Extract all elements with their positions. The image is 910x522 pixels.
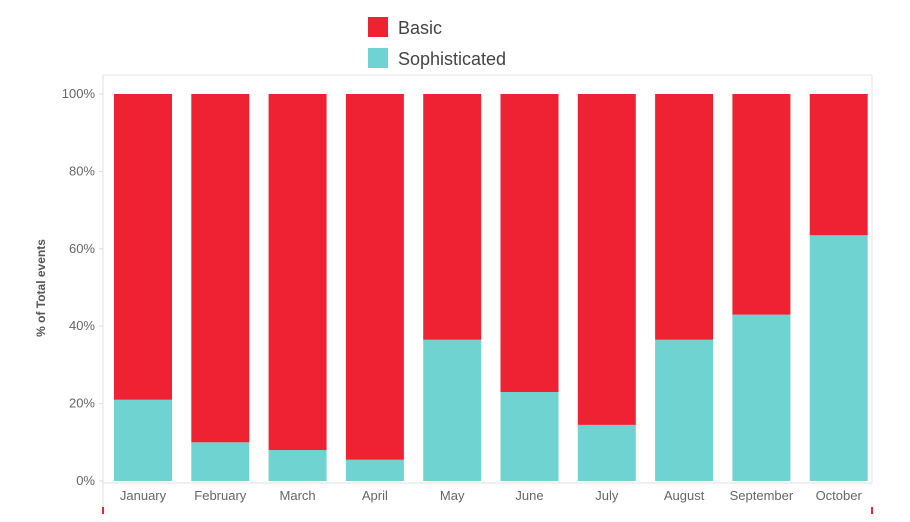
x-tick-label: April <box>362 488 388 503</box>
y-tick-label: 0% <box>76 473 95 488</box>
legend-swatch <box>368 17 388 37</box>
bar-sophisticated <box>114 399 172 481</box>
y-tick-label: 20% <box>69 396 95 411</box>
bar-basic <box>655 94 714 340</box>
bar-basic <box>191 94 250 443</box>
bar-sophisticated <box>577 424 636 481</box>
bar-sophisticated <box>268 450 327 481</box>
bar-sophisticated <box>191 442 250 481</box>
x-tick-label: August <box>664 488 705 503</box>
bar-basic <box>268 94 327 451</box>
legend: Basic Sophisticated <box>368 17 506 69</box>
bar-sophisticated <box>732 314 791 481</box>
bar-basic <box>809 94 868 236</box>
y-tick-label: 100% <box>62 86 96 101</box>
y-tick-label: 80% <box>69 163 95 178</box>
bar-basic <box>345 94 404 460</box>
y-tick-label: 40% <box>69 318 95 333</box>
bar-basic <box>577 94 636 425</box>
x-tick-label: January <box>120 488 167 503</box>
bar-basic <box>500 94 559 392</box>
bars <box>114 94 868 481</box>
y-axis-title: % of Total events <box>34 239 48 337</box>
legend-swatch <box>368 48 388 68</box>
x-tick-label: February <box>194 488 247 503</box>
x-tick-label: July <box>595 488 619 503</box>
x-axis: January February March April May June July Augu… <box>120 488 863 503</box>
bar-sophisticated <box>423 339 482 481</box>
bar-basic <box>114 94 172 400</box>
x-tick-label: May <box>440 488 465 503</box>
x-tick-label: September <box>730 488 794 503</box>
bar-basic <box>732 94 791 315</box>
bar-sophisticated <box>345 459 404 481</box>
bar-basic <box>423 94 482 340</box>
bar-sophisticated <box>655 339 714 481</box>
plot-frame <box>102 74 873 514</box>
legend-label: Sophisticated <box>398 49 506 69</box>
bar-sophisticated <box>809 235 868 481</box>
x-tick-label: October <box>816 488 863 503</box>
y-axis: 0% 20% 40% 60% 80% 100% <box>62 86 103 488</box>
bar-sophisticated <box>500 391 559 481</box>
x-tick-label: June <box>515 488 543 503</box>
legend-label: Basic <box>398 18 442 38</box>
x-tick-label: March <box>280 488 316 503</box>
y-tick-label: 60% <box>69 241 95 256</box>
